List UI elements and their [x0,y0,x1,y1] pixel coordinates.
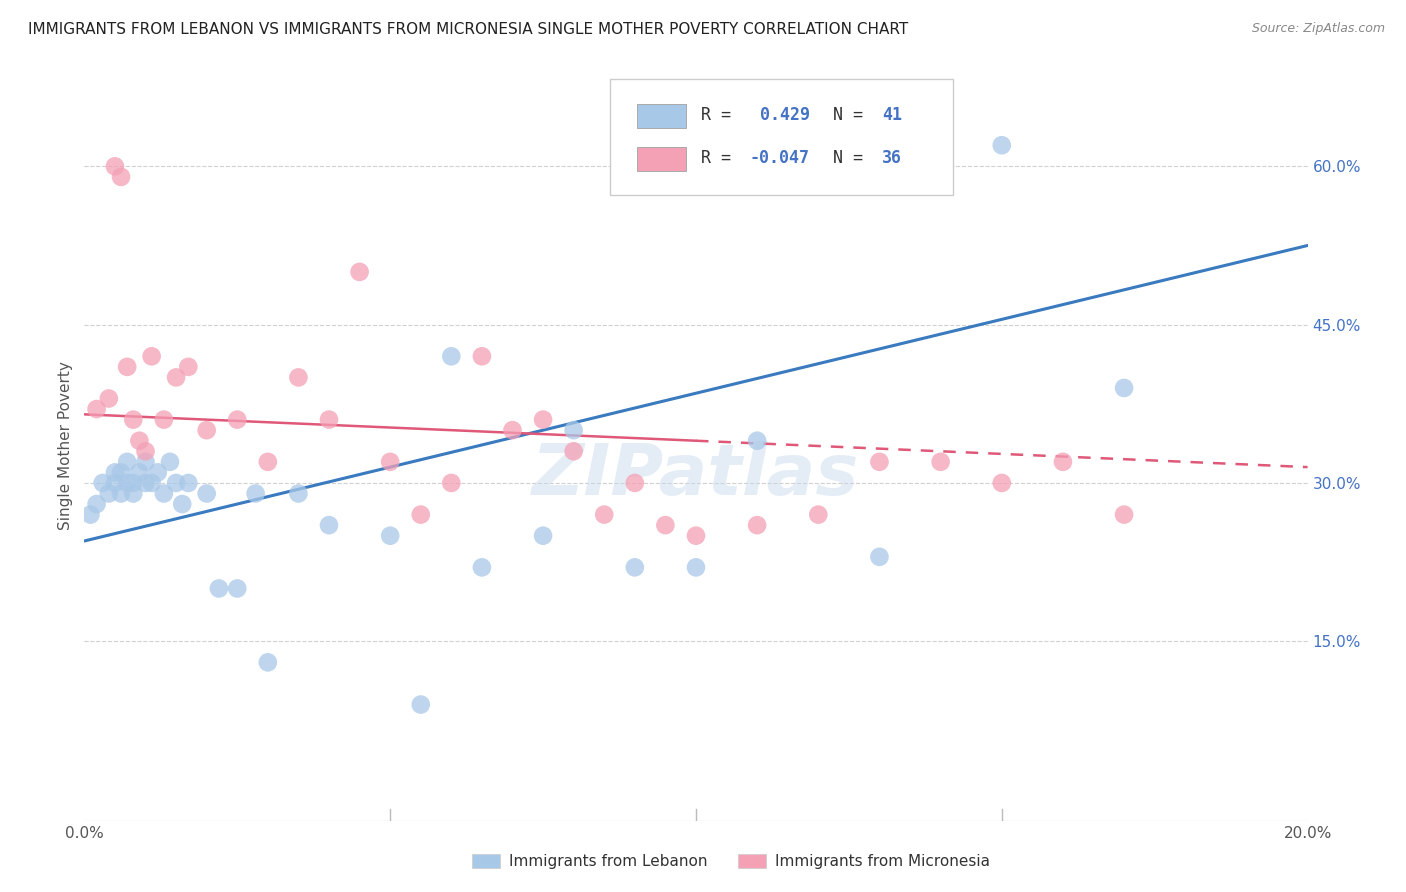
Point [380,529,402,543]
Text: 36: 36 [882,149,901,167]
Point [471,349,494,363]
Point [79,508,101,522]
Point [654,518,676,533]
Point [115,455,138,469]
Point [135,444,157,458]
Text: 0.429: 0.429 [749,106,810,124]
Text: -0.047: -0.047 [749,149,810,167]
Point [440,349,463,363]
Text: ZIPatlas: ZIPatlas [533,442,859,510]
Point [122,412,145,426]
Point [257,656,280,670]
Point [869,549,891,564]
Point [349,265,371,279]
Point [747,518,769,533]
Point [86,402,108,417]
Point [991,138,1014,153]
Point [562,444,585,458]
FancyBboxPatch shape [637,147,686,171]
Point [531,412,554,426]
Point [593,508,616,522]
Point [146,466,169,480]
Point [165,475,187,490]
Point [177,475,200,490]
Point [104,475,127,490]
Point [97,486,120,500]
Point [91,475,114,490]
Text: R =: R = [700,149,741,167]
Point [502,423,524,437]
Point [115,475,138,490]
Point [869,455,891,469]
Point [991,475,1014,490]
Point [195,423,218,437]
Point [135,475,157,490]
Point [159,455,181,469]
Point [172,497,194,511]
Point [562,423,585,437]
Point [409,508,432,522]
Text: IMMIGRANTS FROM LEBANON VS IMMIGRANTS FROM MICRONESIA SINGLE MOTHER POVERTY CORR: IMMIGRANTS FROM LEBANON VS IMMIGRANTS FR… [28,22,908,37]
Point [128,466,150,480]
FancyBboxPatch shape [610,78,953,195]
Point [135,455,157,469]
Point [380,455,402,469]
Text: 41: 41 [882,106,901,124]
Point [122,475,145,490]
Point [165,370,187,384]
Point [685,560,707,574]
Y-axis label: Single Mother Poverty: Single Mother Poverty [58,361,73,531]
Point [624,475,647,490]
Point [1052,455,1074,469]
Point [177,359,200,374]
Point [128,434,150,448]
Point [226,412,249,426]
Point [287,486,309,500]
Point [97,392,120,406]
Point [624,560,647,574]
Point [104,466,127,480]
Point [685,529,707,543]
Point [86,497,108,511]
Point [226,582,249,596]
Point [153,486,176,500]
Point [409,698,432,712]
Point [110,169,132,184]
Point [929,455,952,469]
Point [110,486,132,500]
Point [747,434,769,448]
Text: N =: N = [832,106,873,124]
Text: R =: R = [700,106,741,124]
Point [440,475,463,490]
Point [287,370,309,384]
FancyBboxPatch shape [637,104,686,128]
Point [195,486,218,500]
Text: N =: N = [832,149,873,167]
Point [115,359,138,374]
Point [318,518,340,533]
Point [257,455,280,469]
Point [807,508,830,522]
Point [531,529,554,543]
Point [1114,381,1136,395]
Point [318,412,340,426]
Text: Source: ZipAtlas.com: Source: ZipAtlas.com [1251,22,1385,36]
Point [110,466,132,480]
Point [153,412,176,426]
Point [208,582,231,596]
Point [245,486,267,500]
Point [141,349,163,363]
Legend: Immigrants from Lebanon, Immigrants from Micronesia: Immigrants from Lebanon, Immigrants from… [467,847,995,875]
Point [122,486,145,500]
Point [471,560,494,574]
Point [1114,508,1136,522]
Point [104,159,127,173]
Point [141,475,163,490]
